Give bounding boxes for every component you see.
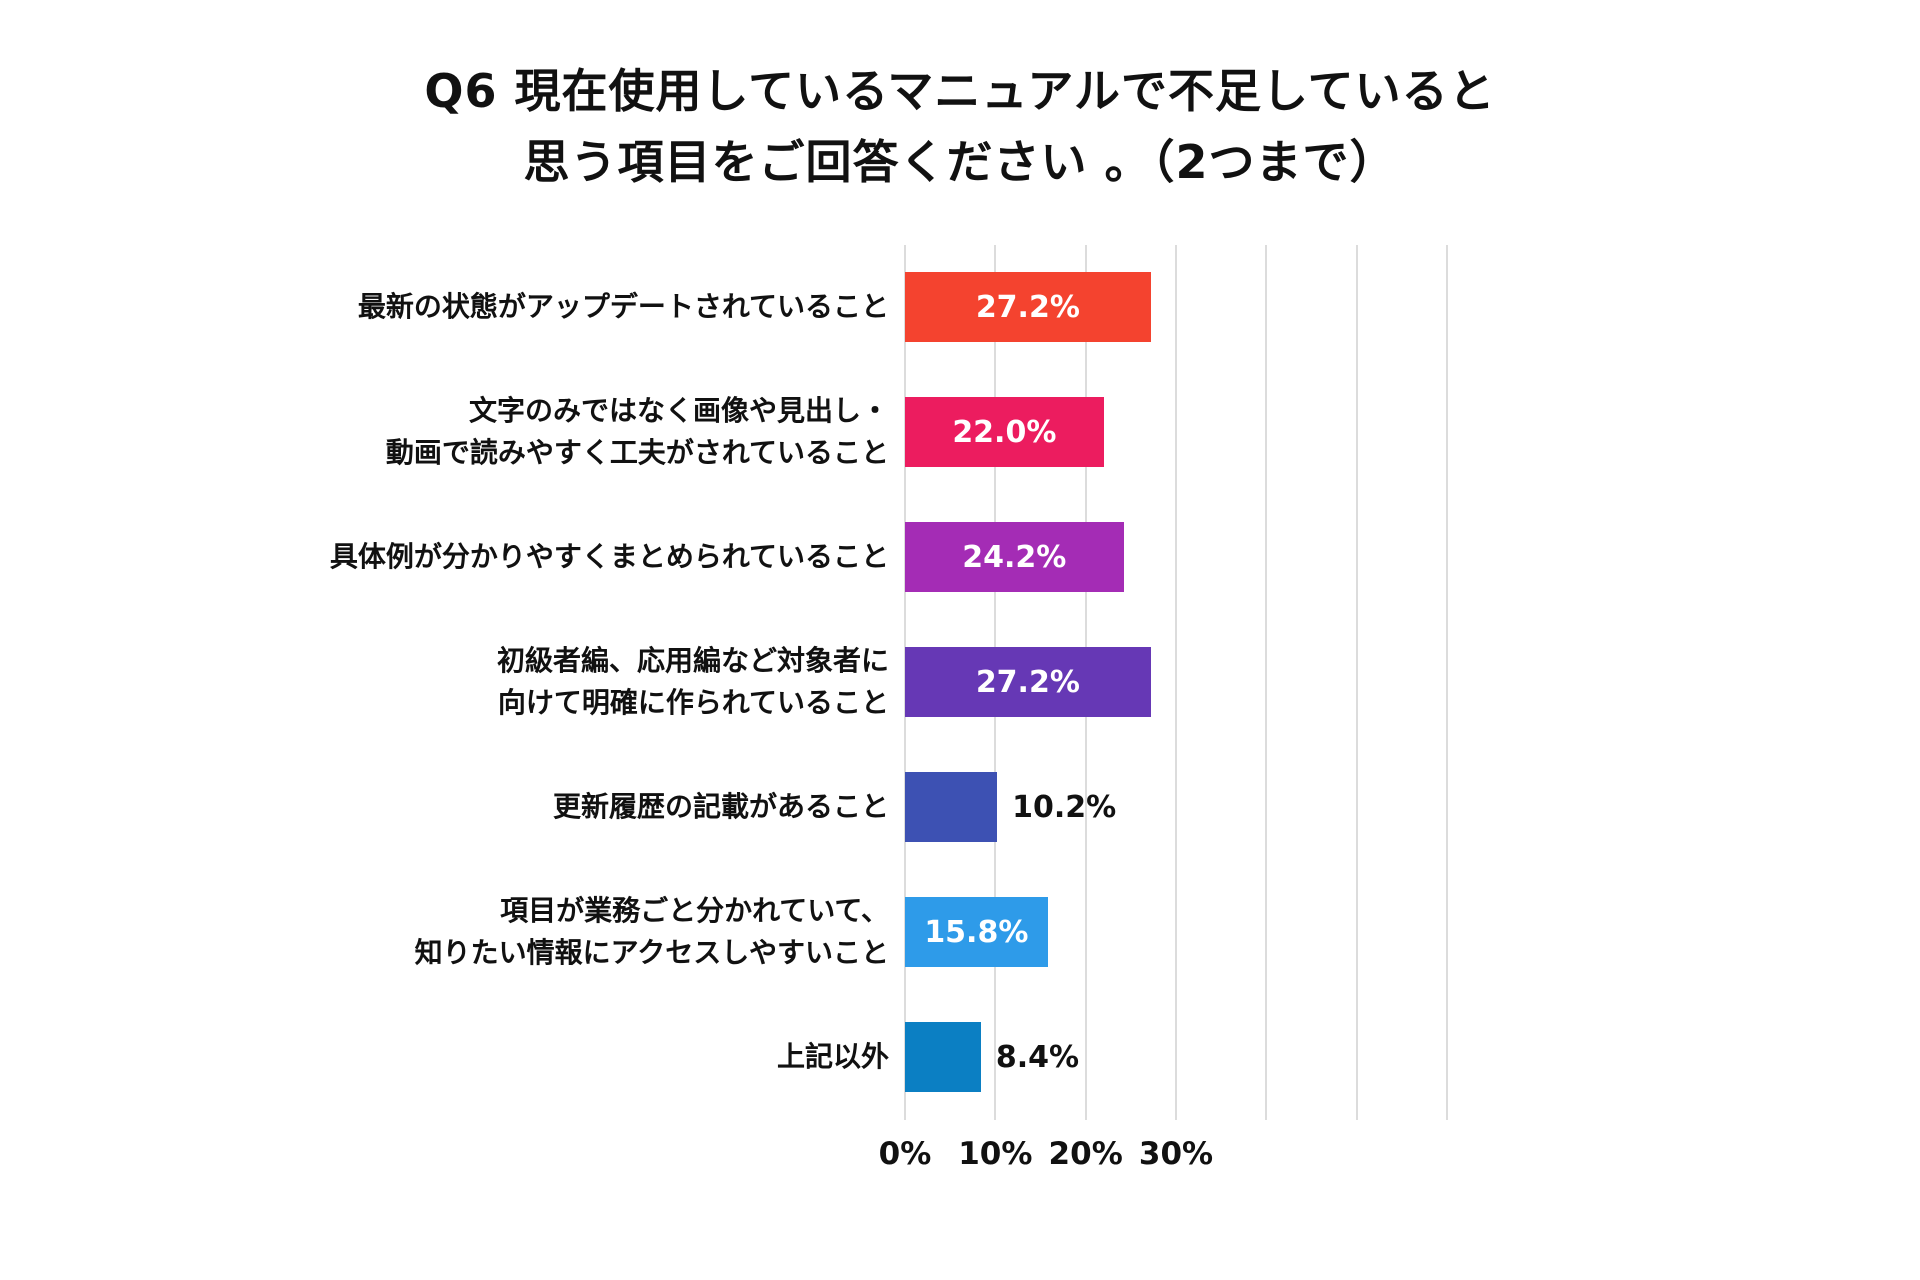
value-label: 27.2% [975, 289, 1080, 325]
x-axis-tick-label: 20% [1048, 1135, 1123, 1172]
bar-chart: 最新の状態がアップデートされていること文字のみではなく画像や見出し・ 動画で読み… [0, 244, 1920, 1120]
bar-row: 8.4% [905, 995, 1447, 1120]
bar [905, 1022, 981, 1093]
bar: 27.2% [905, 272, 1151, 343]
category-label: 具体例が分かりやすくまとめられていること [329, 540, 889, 574]
value-label: 27.2% [975, 664, 1080, 700]
category-label: 文字のみではなく画像や見出し・ 動画で読みやすく工夫がされていること [385, 394, 889, 470]
gridline [1175, 244, 1177, 1120]
x-axis-tick-labels: 0% 10% 20% 30% [879, 1135, 1447, 1196]
bar-row: 15.8% [905, 870, 1447, 995]
bar-row: 22.0% [905, 370, 1447, 495]
bar-row: 27.2% [905, 245, 1447, 370]
x-axis: 0% 10% 20% 30% [0, 1120, 1920, 1196]
category-label: 上記以外 [776, 1040, 889, 1074]
bar: 15.8% [905, 897, 1048, 968]
chart-title: Q6 現在使用しているマニュアルで不足していると 思う項目をご回答ください 。（2… [0, 0, 1920, 199]
x-axis-tick-label: 30% [1138, 1135, 1214, 1172]
bar-row: 24.2% [905, 495, 1447, 620]
value-label: 24.2% [962, 539, 1067, 575]
x-axis-spacer [0, 1120, 905, 1196]
chart-title-line-2: 思う項目をご回答ください 。（2つまで） [523, 135, 1397, 190]
bar-row: 10.2% [905, 745, 1447, 870]
gridline [1446, 244, 1448, 1120]
gridline [1265, 244, 1268, 1120]
value-label: 8.4% [995, 1039, 1080, 1075]
value-label: 10.2% [1012, 789, 1117, 825]
category-label: 初級者編、応用編など対象者に 向けて明確に作られていること [496, 644, 889, 720]
gridline [1355, 244, 1358, 1120]
x-axis-tick-label: 10% [958, 1135, 1033, 1172]
bar-rows: 27.2% 22.0% 24.2% 27.2% 10.2% 15.8% 8.4% [905, 245, 1447, 1120]
plot-area: 27.2% 22.0% 24.2% 27.2% 10.2% 15.8% 8.4% [904, 244, 1448, 1120]
bar [905, 772, 998, 843]
bar: 24.2% [905, 522, 1124, 593]
chart-title-line-1: Q6 現在使用しているマニュアルで不足していると [424, 64, 1496, 118]
x-axis-tick-label: 0% [878, 1135, 932, 1172]
value-label: 15.8% [924, 914, 1029, 950]
bar: 22.0% [905, 397, 1104, 468]
category-label: 更新履歴の記載があること [552, 790, 889, 824]
category-labels-column: 最新の状態がアップデートされていること文字のみではなく画像や見出し・ 動画で読み… [0, 245, 905, 1120]
category-label: 最新の状態がアップデートされていること [357, 290, 889, 324]
value-label: 22.0% [952, 414, 1057, 450]
bar-row: 27.2% [905, 620, 1447, 745]
category-label: 項目が業務ごと分かれていて、 知りたい情報にアクセスしやすいこと [414, 894, 889, 970]
bar: 27.2% [905, 647, 1151, 718]
